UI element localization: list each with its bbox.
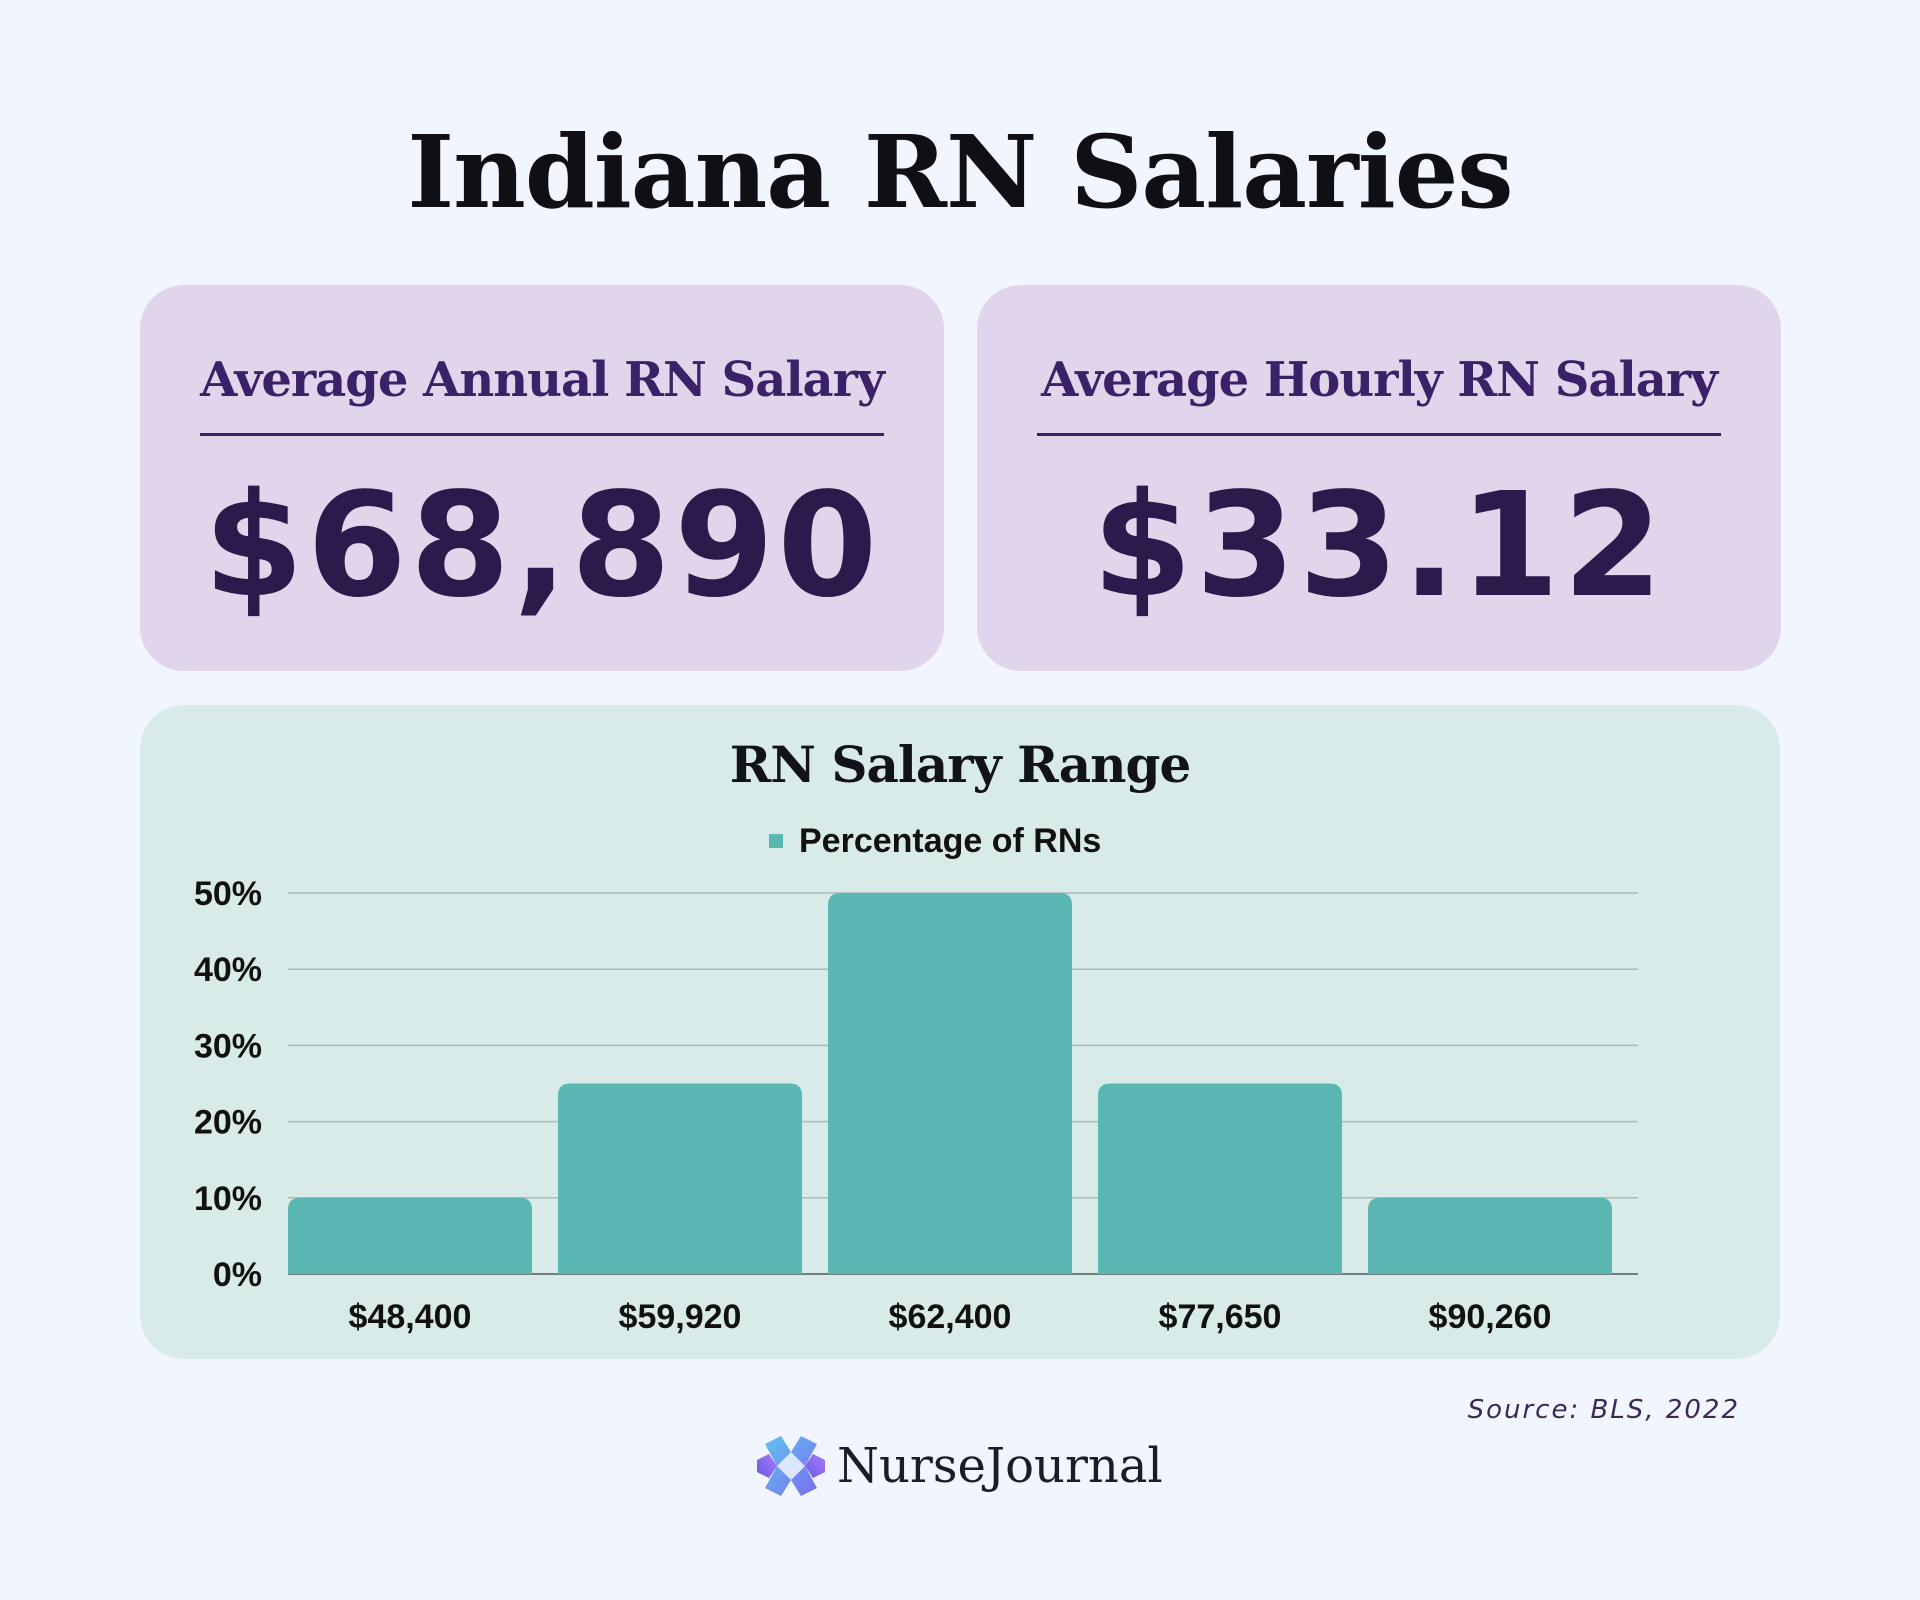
y-tick-label: 0% — [213, 1256, 262, 1294]
legend-label: Percentage of RNs — [799, 822, 1101, 860]
annual-salary-label: Average Annual RN Salary — [200, 352, 885, 408]
annual-salary-value: $68,890 — [203, 461, 881, 629]
chart-title: RN Salary Range — [729, 735, 1192, 794]
x-tick-label: $59,920 — [619, 1298, 742, 1336]
annual-salary-card: Average Annual RN Salary $68,890 — [140, 285, 944, 671]
page-title: Indiana RN Salaries — [407, 113, 1513, 231]
bar — [288, 1197, 532, 1274]
x-tick-label: $90,260 — [1429, 1298, 1552, 1336]
bar — [1098, 1083, 1342, 1274]
hourly-salary-value: $33.12 — [1092, 461, 1666, 629]
x-tick-label: $48,400 — [349, 1298, 472, 1336]
legend-swatch — [769, 834, 783, 848]
y-tick-label: 30% — [194, 1027, 262, 1065]
y-tick-label: 50% — [194, 875, 262, 913]
bar — [558, 1083, 802, 1274]
bar — [1368, 1197, 1612, 1274]
hourly-salary-label: Average Hourly RN Salary — [1040, 352, 1718, 408]
source-note: Source: BLS, 2022 — [1467, 1395, 1740, 1425]
x-tick-label: $77,650 — [1159, 1298, 1282, 1336]
x-tick-label: $62,400 — [889, 1298, 1012, 1336]
hourly-salary-divider — [1037, 433, 1721, 436]
brand-footer: NurseJournal — [755, 1430, 1163, 1502]
y-tick-label: 20% — [194, 1104, 262, 1142]
bar — [828, 893, 1072, 1274]
y-tick-label: 10% — [194, 1180, 262, 1218]
annual-salary-divider — [200, 433, 884, 436]
y-tick-label: 40% — [194, 951, 262, 989]
hourly-salary-card: Average Hourly RN Salary $33.12 — [977, 285, 1781, 671]
brand-name: NurseJournal — [837, 1438, 1163, 1494]
nursejournal-logo-icon — [757, 1436, 825, 1496]
